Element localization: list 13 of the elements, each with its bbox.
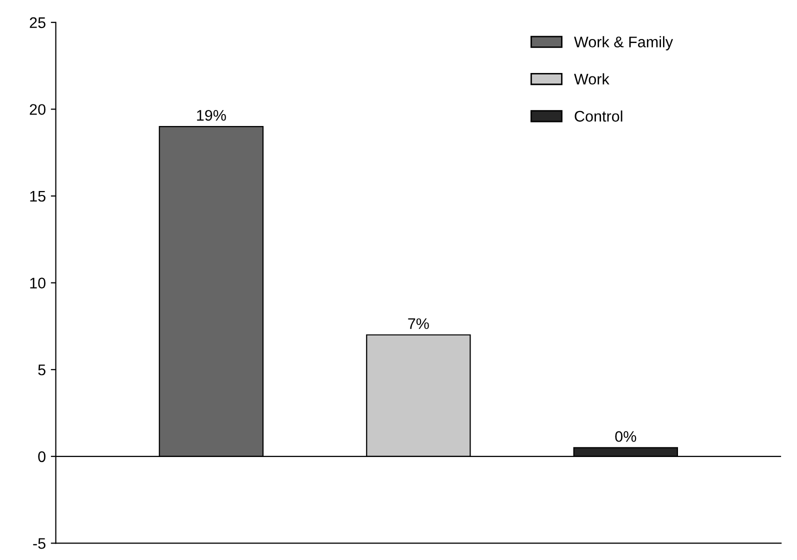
data-label: 0% (615, 431, 636, 442)
y-tick-label: 10 (30, 278, 46, 288)
legend-label: Work (574, 73, 610, 85)
data-label: 7% (408, 318, 429, 330)
legend-label: Control (574, 110, 622, 122)
y-tick-label: 15 (30, 191, 46, 202)
y-tick-label: 25 (30, 17, 46, 28)
y-tick-label: 0 (38, 451, 46, 462)
y-tick-label: 20 (30, 104, 46, 115)
legend-label: Work & Family (574, 36, 673, 50)
data-label: 19% (197, 110, 226, 121)
y-tick-label: 5 (38, 364, 46, 376)
y-tick-label: -5 (33, 538, 46, 549)
